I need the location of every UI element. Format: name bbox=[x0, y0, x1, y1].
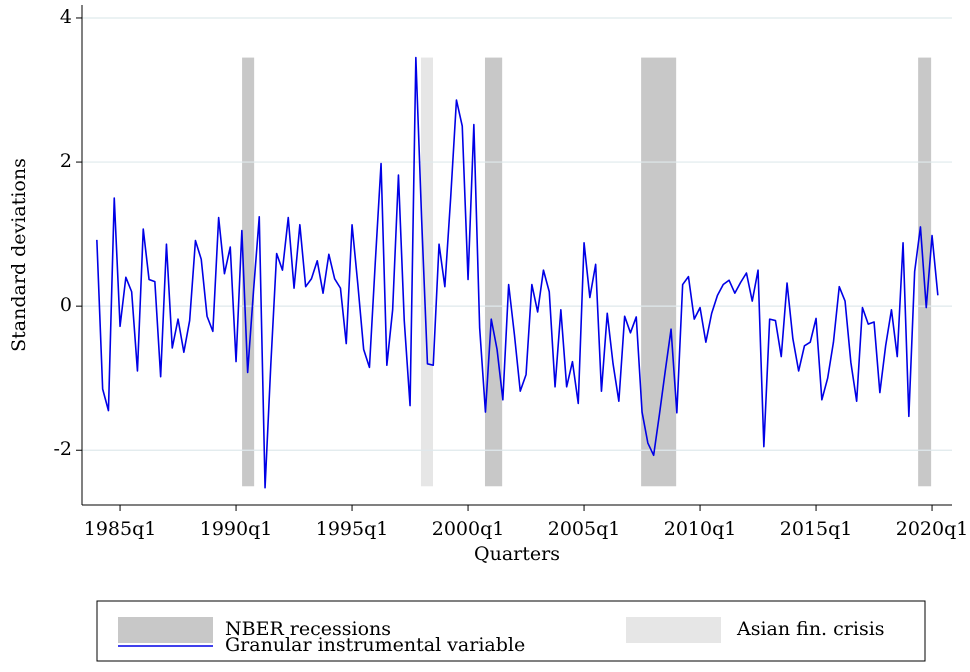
x-axis-label: Quarters bbox=[474, 543, 560, 565]
legend-label: Granular instrumental variable bbox=[225, 634, 525, 656]
legend-box bbox=[96, 600, 926, 662]
data-line bbox=[96, 56, 939, 489]
y-tick-label: 4 bbox=[60, 6, 72, 28]
y-axis-label: Standard deviations bbox=[8, 158, 30, 352]
x-tick-label: 2015q1 bbox=[780, 518, 853, 540]
x-tick-label: 1995q1 bbox=[316, 518, 389, 540]
y-tick-label: 0 bbox=[60, 294, 72, 316]
x-tick-label: 2000q1 bbox=[432, 518, 505, 540]
grid-layer bbox=[82, 17, 952, 451]
legend-label: NBER recessions bbox=[225, 618, 391, 640]
legend-label: Asian fin. crisis bbox=[736, 618, 885, 640]
y-tick-label: -2 bbox=[53, 438, 72, 460]
shaded-band bbox=[242, 57, 255, 487]
shaded-layer bbox=[242, 57, 932, 487]
shaded-band bbox=[484, 57, 503, 487]
plot-layer bbox=[96, 56, 939, 489]
x-tick-label: 2005q1 bbox=[548, 518, 621, 540]
legend-swatch bbox=[118, 617, 213, 643]
shaded-band bbox=[420, 57, 434, 487]
x-tick-label: 1990q1 bbox=[200, 518, 273, 540]
x-tick-label: 2020q1 bbox=[896, 518, 969, 540]
shaded-band bbox=[918, 57, 932, 487]
x-tick-label: 1985q1 bbox=[84, 518, 157, 540]
legend-swatch bbox=[626, 617, 721, 643]
y-tick-label: 2 bbox=[60, 150, 72, 172]
x-tick-label: 2010q1 bbox=[664, 518, 737, 540]
